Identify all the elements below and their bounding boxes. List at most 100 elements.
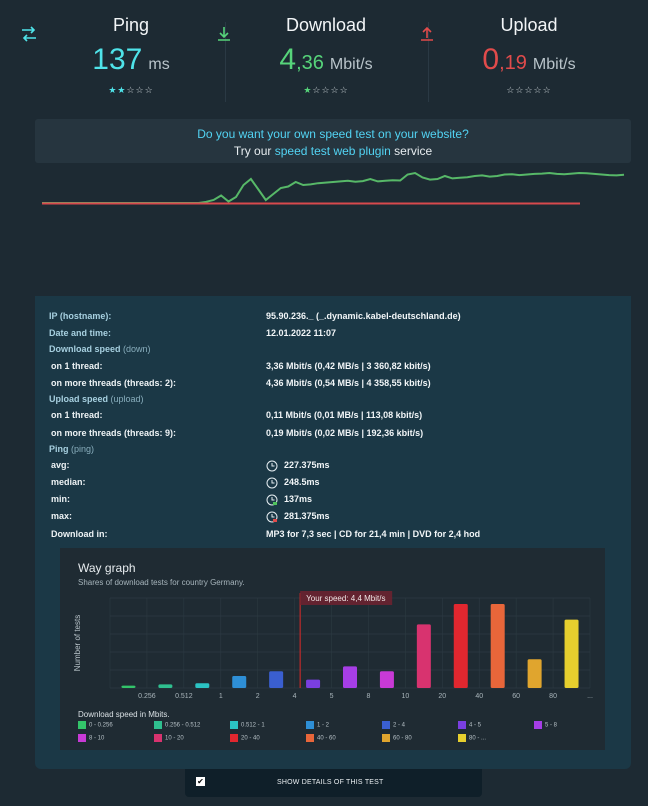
legend-label: 8 - 10 xyxy=(89,735,105,742)
ping-avg-row: 227.375ms xyxy=(266,459,330,472)
legend-label: 60 - 80 xyxy=(393,735,412,742)
bar-60 - 80 xyxy=(527,659,542,688)
x-tick-label: 1 xyxy=(219,693,223,700)
ul-more-threads-value: 0,19 Mbit/s (0,02 MB/s | 192,36 kbit/s) xyxy=(266,428,424,438)
legend-item[interactable]: 4 - 5 xyxy=(458,721,481,731)
legend-swatch xyxy=(458,721,466,729)
ping-min-row: 137ms xyxy=(266,493,312,506)
upload-title: Upload xyxy=(500,15,558,35)
download-in-label: Download in: xyxy=(51,529,108,539)
speed-history-graph xyxy=(42,171,625,205)
speed-metrics: Ping 137 ms ★★☆☆☆ Download 4,36 Mbit/s ★☆☆… xyxy=(0,0,648,110)
upload-metric: Upload 0,19 Mbit/s ☆☆☆☆☆ xyxy=(421,14,619,96)
plugin-promo-banner: Do you want your own speed test on your … xyxy=(35,119,631,163)
ping-avg-value: 227.375ms xyxy=(284,460,330,470)
ip-value: 95.90.236._ (_.dynamic.kabel-deutschland… xyxy=(266,311,461,321)
legend-swatch xyxy=(230,734,238,742)
download-metric: Download 4,36 Mbit/s ★☆☆☆☆ xyxy=(218,14,416,96)
dl-one-thread-value: 3,36 Mbit/s (0,42 MB/s | 3 360,82 kbit/s… xyxy=(266,361,431,371)
bar-0.256 - 0.512 xyxy=(158,684,173,688)
upload-icon xyxy=(421,26,433,41)
x-tick-label: 0.256 xyxy=(138,693,156,700)
legend-swatch xyxy=(230,721,238,729)
ping-max-value: 281.375ms xyxy=(284,511,330,521)
legend-item[interactable]: 0.512 - 1 xyxy=(230,721,265,731)
legend-item[interactable]: 80 - ... xyxy=(458,734,486,744)
legend-item[interactable]: 20 - 40 xyxy=(230,734,260,744)
upload-unit: Mbit/s xyxy=(532,56,576,73)
legend-item[interactable]: 0.256 - 0.512 xyxy=(154,721,200,731)
ping-max-label: max: xyxy=(51,511,73,521)
legend-swatch xyxy=(534,721,542,729)
ping-median-label: median: xyxy=(51,477,86,487)
ping-rating-stars: ★★☆☆☆ xyxy=(108,85,154,95)
ul-one-thread-value: 0,11 Mbit/s (0,01 MB/s | 113,08 kbit/s) xyxy=(266,410,423,420)
legend-item[interactable]: 0 - 0.256 xyxy=(78,721,113,731)
promo-suffix: service xyxy=(390,144,433,158)
x-tick-label: 2 xyxy=(256,693,260,700)
bar-4 - 5 xyxy=(306,679,321,688)
ping-max-row: 281.375ms xyxy=(266,510,330,523)
upload-speed-heading: Upload speed (upload) xyxy=(49,393,144,405)
ping-median-row: 248.5ms xyxy=(266,476,320,489)
ping-median-value: 248.5ms xyxy=(284,477,320,487)
legend-swatch xyxy=(306,734,314,742)
upload-speed-label: Upload speed xyxy=(49,394,109,404)
ping-sub: (ping) xyxy=(71,444,95,454)
legend-swatch xyxy=(382,721,390,729)
legend-label: 1 - 2 xyxy=(317,722,330,729)
promo-line: Try our speed test web plugin service xyxy=(35,143,631,160)
swap-arrows-icon xyxy=(22,26,36,42)
legend-swatch xyxy=(78,721,86,729)
date-label: Date and time: xyxy=(49,328,112,338)
download-title: Download xyxy=(285,15,367,35)
dl-one-thread-label: on 1 thread: xyxy=(51,361,103,371)
legend-item[interactable]: 10 - 20 xyxy=(154,734,184,744)
legend-label: 5 - 8 xyxy=(545,722,558,729)
x-tick-label: 60 xyxy=(512,693,520,700)
date-value: 12.01.2022 11:07 xyxy=(266,328,337,338)
ul-one-thread-label: on 1 thread: xyxy=(51,410,103,420)
dl-more-threads-label: on more threads (threads: 2): xyxy=(51,378,177,388)
legend-title: Download speed in Mbits. xyxy=(78,710,170,719)
legend-item[interactable]: 40 - 60 xyxy=(306,734,336,744)
x-tick-label: 10 xyxy=(401,693,409,700)
ping-min-value: 137ms xyxy=(284,494,313,504)
clock-max-icon xyxy=(266,511,278,523)
dl-more-threads-value: 4,36 Mbit/s (0,54 MB/s | 4 358,55 kbit/s… xyxy=(266,378,431,388)
legend-item[interactable]: 1 - 2 xyxy=(306,721,329,731)
ping-unit: ms xyxy=(148,56,170,73)
plugin-link[interactable]: speed test web plugin xyxy=(274,144,391,158)
bar-0 - 0.256 xyxy=(121,685,136,688)
bar-8 - 10 xyxy=(379,671,394,688)
bar-20 - 40 xyxy=(453,604,468,688)
details-checkbox[interactable]: ✔ xyxy=(196,777,205,786)
show-details-toggle[interactable]: ✔ SHOW DETAILS OF THIS TEST xyxy=(185,769,482,797)
legend-swatch xyxy=(306,721,314,729)
x-tick-label: ... xyxy=(587,693,593,700)
legend-item[interactable]: 2 - 4 xyxy=(382,721,405,731)
download-unit: Mbit/s xyxy=(329,56,373,73)
ping-title: Ping xyxy=(112,15,150,35)
upload-value-int: 0 xyxy=(482,43,500,76)
bar-80 - ... xyxy=(564,619,579,688)
way-graph-subtitle: Shares of download tests for country Ger… xyxy=(78,578,245,587)
legend-item[interactable]: 60 - 80 xyxy=(382,734,412,744)
legend-swatch xyxy=(458,734,466,742)
y-axis-label: Number of tests xyxy=(73,615,82,671)
legend-item[interactable]: 8 - 10 xyxy=(78,734,104,744)
download-value-int: 4 xyxy=(279,43,297,76)
legend-label: 10 - 20 xyxy=(165,735,184,742)
x-tick-label: 0.512 xyxy=(175,693,193,700)
ping-heading: Ping (ping) xyxy=(49,443,94,455)
your-speed-marker-label: Your speed: 4,4 Mbit/s xyxy=(306,594,385,603)
legend-label: 4 - 5 xyxy=(469,722,482,729)
clock-icon xyxy=(266,460,278,472)
bar-40 - 60 xyxy=(490,604,505,688)
legend-item[interactable]: 5 - 8 xyxy=(534,721,557,731)
x-tick-label: 4 xyxy=(293,693,297,700)
legend-label: 0.256 - 0.512 xyxy=(165,722,201,729)
download-speed-heading: Download speed (down) xyxy=(49,343,151,355)
test-details-panel: IP (hostname): 95.90.236._ (_.dynamic.ka… xyxy=(35,296,631,769)
ping-metric: Ping 137 ms ★★☆☆☆ xyxy=(22,14,221,96)
